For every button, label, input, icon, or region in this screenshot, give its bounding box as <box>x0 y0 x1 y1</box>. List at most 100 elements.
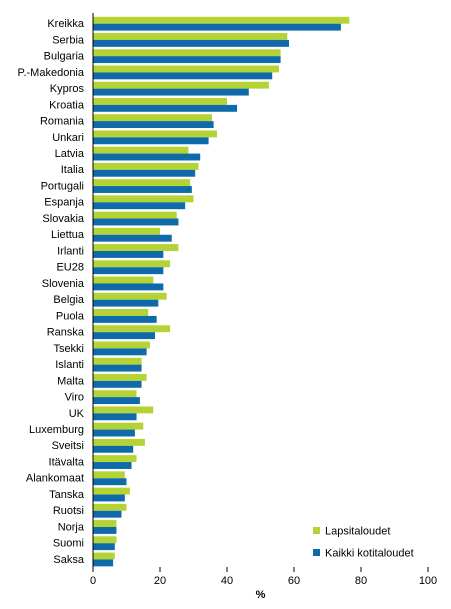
bar-irlanti-series-2 <box>93 250 164 258</box>
bar-ruotsi-series-2 <box>93 510 122 518</box>
bar-kypros-series-2 <box>93 88 249 96</box>
category-label: Ruotsi <box>53 505 84 517</box>
bar-unkari-series-2 <box>93 137 209 145</box>
category-label: UK <box>69 408 85 420</box>
x-tick-label: 40 <box>221 575 233 587</box>
bar-serbia-series-2 <box>93 39 289 47</box>
category-label: P.-Makedonia <box>18 67 85 79</box>
category-label: Italia <box>61 164 85 176</box>
category-label: Puola <box>56 310 85 322</box>
category-label: Tsekki <box>53 343 84 355</box>
bar-tsekki-series-1 <box>93 341 150 349</box>
bar-eu28-series-2 <box>93 267 164 275</box>
bar-slovakia-series-1 <box>93 211 177 219</box>
category-label: Latvia <box>55 148 85 160</box>
category-label: Belgia <box>53 294 84 306</box>
bar-p-makedonia-series-1 <box>93 65 279 73</box>
x-tick-label: 80 <box>355 575 367 587</box>
bar-liettua-series-1 <box>93 227 160 235</box>
x-tick-label: 20 <box>154 575 166 587</box>
bar-espanja-series-2 <box>93 202 186 210</box>
bar-suomi-series-2 <box>93 543 115 551</box>
category-label: Kypros <box>50 83 85 95</box>
bar-itävalta-series-1 <box>93 455 137 463</box>
x-tick-label: 100 <box>419 575 437 587</box>
category-label: Slovakia <box>42 213 84 225</box>
category-label: Malta <box>57 375 85 387</box>
bar-islanti-series-1 <box>93 357 142 365</box>
category-label: Bulgaria <box>44 51 85 63</box>
bar-alankomaat-series-2 <box>93 478 127 486</box>
legend-swatch <box>313 549 320 556</box>
bar-suomi-series-1 <box>93 536 117 544</box>
bar-viro-series-2 <box>93 397 140 405</box>
bar-romania-series-1 <box>93 114 212 122</box>
bar-kreikka-series-1 <box>93 16 350 24</box>
bar-slovenia-series-1 <box>93 276 154 284</box>
bar-p-makedonia-series-2 <box>93 72 273 80</box>
legend-label: Lapsitaloudet <box>325 526 390 538</box>
category-label: Kroatia <box>49 99 85 111</box>
legend-swatch <box>313 527 320 534</box>
category-label: Alankomaat <box>26 473 84 485</box>
category-label: Luxemburg <box>29 424 84 436</box>
bar-ruotsi-series-1 <box>93 503 127 511</box>
category-label: Itävalta <box>49 456 85 468</box>
category-label: Irlanti <box>57 245 84 257</box>
x-axis-label: % <box>256 589 266 601</box>
bar-viro-series-1 <box>93 390 137 398</box>
category-label: Ranska <box>47 327 85 339</box>
category-label: Unkari <box>52 132 84 144</box>
bar-kroatia-series-1 <box>93 97 227 105</box>
bar-italia-series-2 <box>93 169 196 177</box>
bar-eu28-series-1 <box>93 260 171 268</box>
bar-portugali-series-1 <box>93 179 191 187</box>
bar-sveitsi-series-1 <box>93 438 145 446</box>
bar-liettua-series-2 <box>93 234 172 242</box>
bar-saksa-series-2 <box>93 559 114 567</box>
category-label: Portugali <box>41 180 84 192</box>
bar-tanska-series-1 <box>93 487 130 495</box>
bar-puola-series-2 <box>93 315 157 323</box>
bar-malta-series-2 <box>93 380 142 388</box>
bar-italia-series-1 <box>93 162 199 170</box>
bar-islanti-series-2 <box>93 364 142 372</box>
bar-latvia-series-2 <box>93 153 201 161</box>
bar-kypros-series-1 <box>93 81 269 89</box>
category-label: Norja <box>58 521 85 533</box>
bar-belgia-series-1 <box>93 292 167 300</box>
category-label: Suomi <box>53 538 84 550</box>
bar-latvia-series-1 <box>93 146 189 154</box>
bar-luxemburg-series-1 <box>93 422 144 430</box>
category-label: Sveitsi <box>52 440 84 452</box>
bar-slovakia-series-2 <box>93 218 179 226</box>
category-label: Saksa <box>53 554 84 566</box>
bar-bulgaria-series-1 <box>93 49 281 57</box>
legend-label: Kaikki kotitaloudet <box>325 548 414 560</box>
bar-puola-series-1 <box>93 309 149 316</box>
category-label: Serbia <box>52 34 85 46</box>
bar-norja-series-2 <box>93 526 117 534</box>
bar-tanska-series-2 <box>93 494 125 502</box>
bar-ranska-series-2 <box>93 332 155 340</box>
bar-tsekki-series-2 <box>93 348 147 356</box>
category-label: Tanska <box>49 489 85 501</box>
bar-slovenia-series-2 <box>93 283 164 291</box>
bar-luxemburg-series-2 <box>93 429 135 437</box>
bar-irlanti-series-1 <box>93 244 179 251</box>
bar-alankomaat-series-1 <box>93 471 125 479</box>
category-label: Viro <box>65 392 84 404</box>
category-label: Romania <box>40 116 85 128</box>
category-label: Liettua <box>51 229 85 241</box>
bar-ranska-series-1 <box>93 325 171 333</box>
x-tick-label: 60 <box>288 575 300 587</box>
bar-espanja-series-1 <box>93 195 194 203</box>
bar-itävalta-series-2 <box>93 462 132 469</box>
bar-romania-series-2 <box>93 121 214 129</box>
bar-bulgaria-series-2 <box>93 56 281 64</box>
bar-belgia-series-2 <box>93 299 159 307</box>
bar-sveitsi-series-2 <box>93 445 134 453</box>
bar-uk-series-2 <box>93 413 137 421</box>
